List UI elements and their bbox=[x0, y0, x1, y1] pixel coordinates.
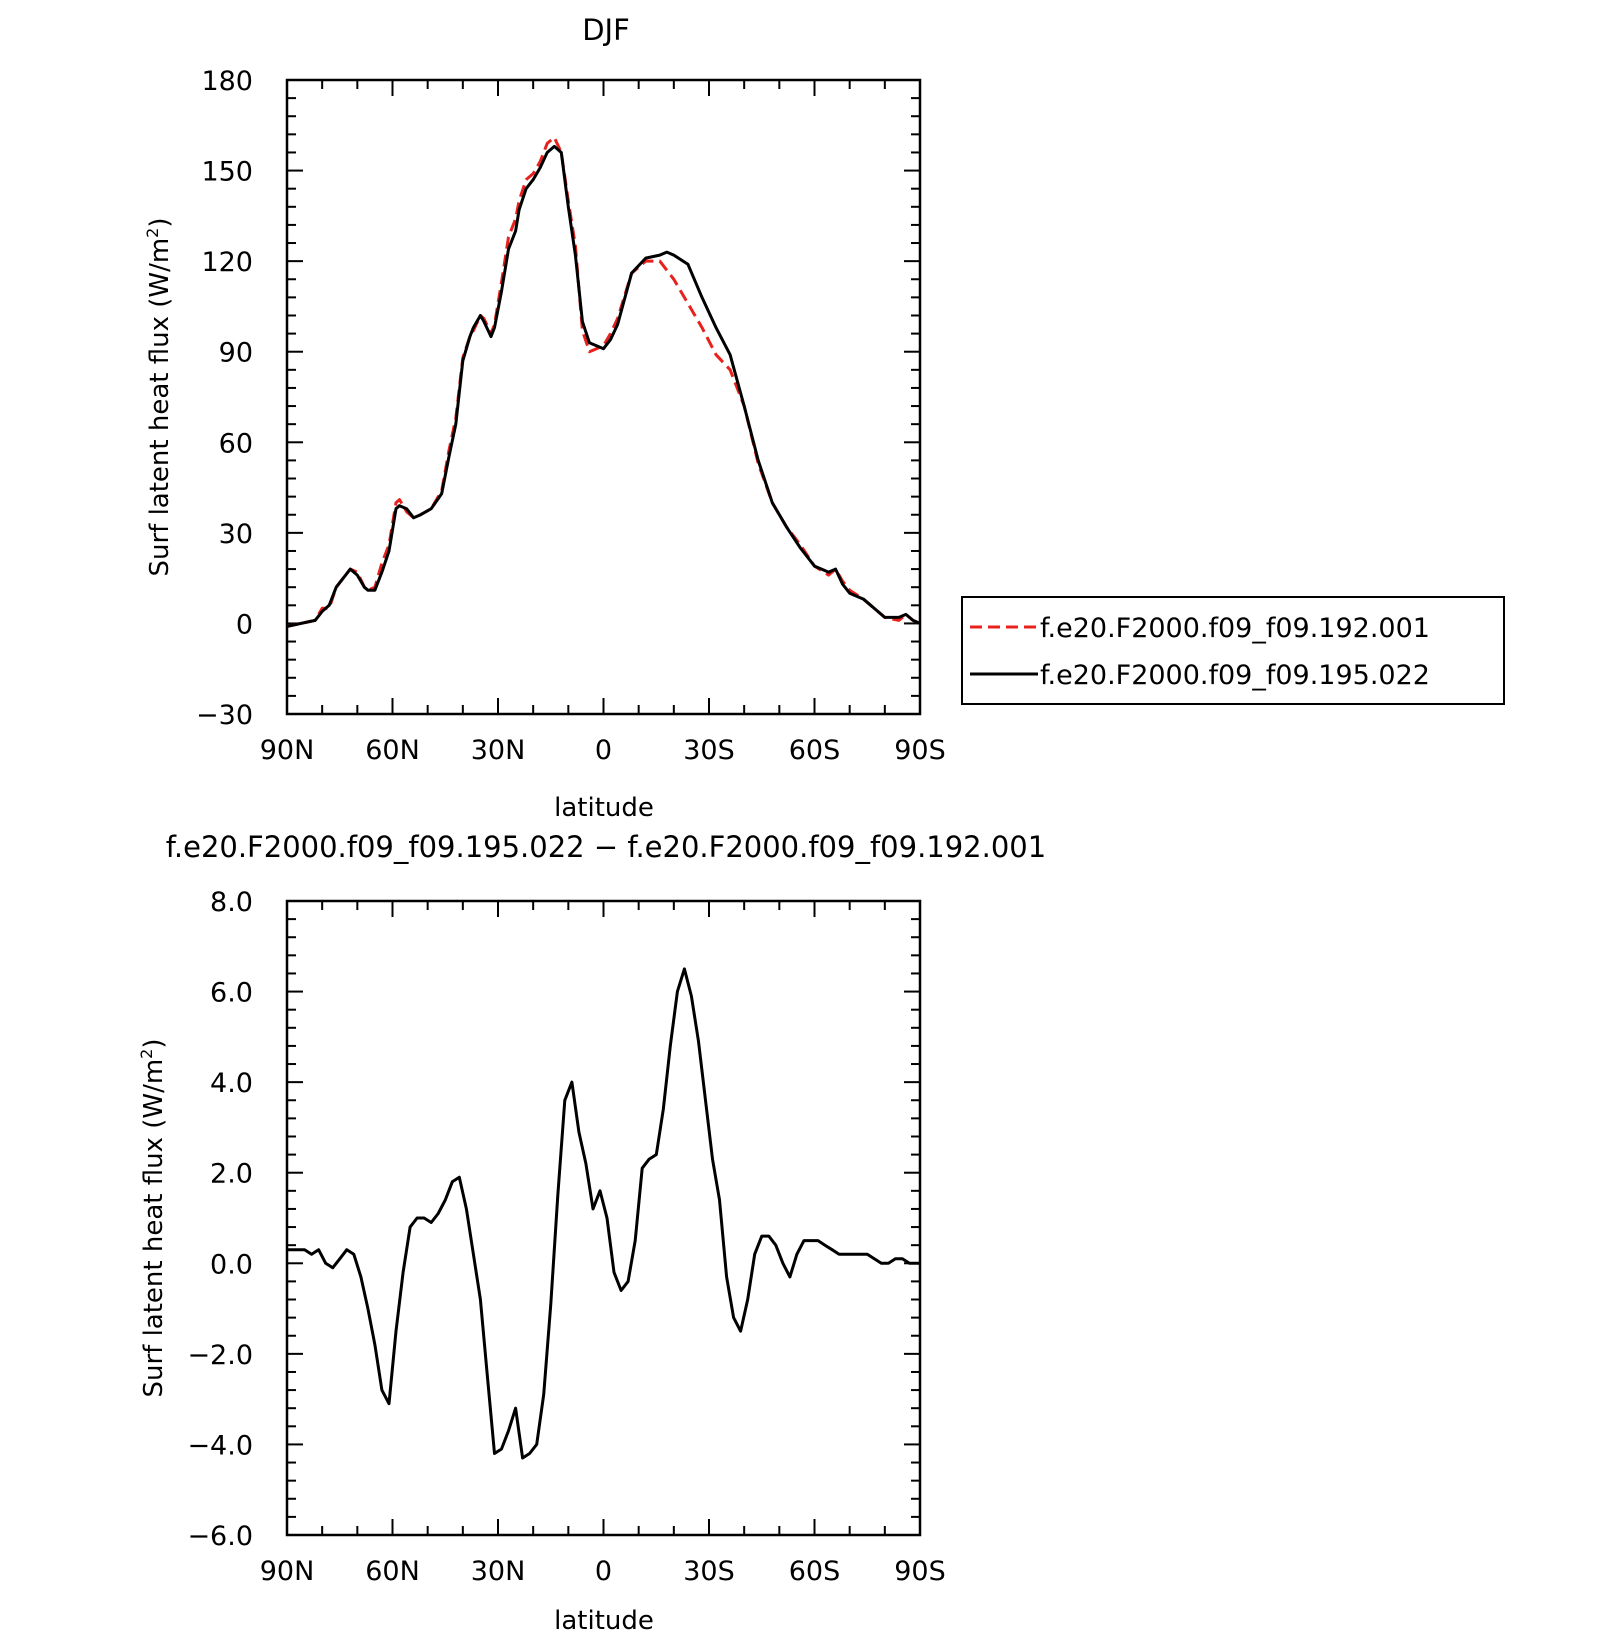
x-tick-label: 90S bbox=[894, 735, 946, 766]
x-axis-label: latitude bbox=[554, 793, 654, 823]
x-tick-label: 90N bbox=[260, 1556, 315, 1587]
y-axis-label: Surf latent heat flux (W/m2) bbox=[137, 1038, 169, 1397]
plot-frame bbox=[285, 78, 922, 716]
x-tick-label: 60S bbox=[789, 735, 841, 766]
y-axis-label: Surf latent heat flux (W/m2) bbox=[143, 217, 175, 576]
series-line-1 bbox=[287, 967, 920, 1460]
x-axis-label: latitude bbox=[554, 1606, 654, 1635]
y-tick-label: 150 bbox=[201, 157, 253, 188]
y-tick-label: 120 bbox=[201, 247, 253, 278]
x-tick-label: 30S bbox=[683, 1556, 735, 1587]
y-tick-label: 180 bbox=[201, 66, 253, 97]
x-tick-label: 90S bbox=[894, 1556, 946, 1587]
series-line-2 bbox=[286, 144, 921, 628]
y-tick-label: 90 bbox=[219, 338, 253, 369]
panel-bottom: f.e20.F2000.f09_f09.195.022 − f.e20.F200… bbox=[137, 830, 1046, 1635]
x-tick-label: 30N bbox=[471, 1556, 526, 1587]
y-tick-label: 2.0 bbox=[210, 1159, 253, 1190]
y-axis-label-sup: 2 bbox=[143, 228, 162, 238]
y-tick-label: 4.0 bbox=[210, 1068, 253, 1099]
x-tick-label: 60N bbox=[365, 1556, 420, 1587]
legend-label-1: f.e20.F2000.f09_f09.192.001 bbox=[1040, 613, 1430, 644]
x-tick-label: 0 bbox=[595, 735, 612, 766]
chart-title: DJF bbox=[582, 13, 630, 47]
y-tick-label: −2.0 bbox=[187, 1340, 253, 1371]
panel-top: DJF 90N 60N 30N 0 30S 60S 90S 180 150 120 90 60 30 0 −… bbox=[143, 13, 1505, 823]
legend: f.e20.F2000.f09_f09.192.001 f.e20.F2000.… bbox=[961, 596, 1505, 705]
y-tick-label: 6.0 bbox=[210, 978, 253, 1009]
y-axis-label-main: Surf latent heat flux (W/m bbox=[139, 1059, 169, 1398]
y-tick-label: −4.0 bbox=[187, 1430, 253, 1461]
x-tick-label: 60N bbox=[365, 735, 420, 766]
x-tick-label: 0 bbox=[595, 1556, 612, 1587]
y-tick-label: 30 bbox=[219, 519, 253, 550]
y-tick-label: 0.0 bbox=[210, 1249, 253, 1280]
y-tick-label: 8.0 bbox=[210, 887, 253, 918]
y-axis-label-main: Surf latent heat flux (W/m bbox=[145, 238, 175, 577]
chart-title: f.e20.F2000.f09_f09.195.022 − f.e20.F200… bbox=[166, 830, 1046, 864]
x-tick-label: 60S bbox=[789, 1556, 841, 1587]
legend-label-2: f.e20.F2000.f09_f09.195.022 bbox=[1040, 660, 1430, 691]
y-axis-label-close: ) bbox=[139, 1038, 169, 1048]
x-tick-label: 30S bbox=[683, 735, 735, 766]
plot-frame bbox=[285, 899, 922, 1537]
series-line-1 bbox=[286, 135, 921, 628]
legend-box bbox=[961, 596, 1505, 705]
y-tick-label: −6.0 bbox=[187, 1521, 253, 1552]
y-axis-label-close: ) bbox=[145, 217, 175, 227]
y-tick-label: 0 bbox=[236, 609, 253, 640]
y-tick-label: 60 bbox=[219, 428, 253, 459]
y-tick-label: −30 bbox=[196, 700, 253, 731]
x-tick-label: 30N bbox=[471, 735, 526, 766]
y-axis-label-sup: 2 bbox=[137, 1049, 156, 1059]
x-tick-label: 90N bbox=[260, 735, 315, 766]
